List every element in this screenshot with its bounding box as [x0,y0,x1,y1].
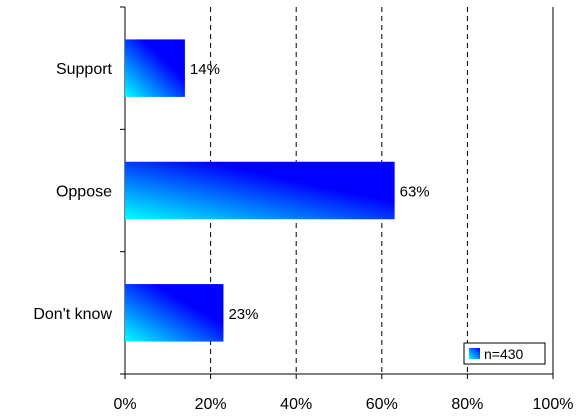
category-label: Support [56,61,113,78]
legend-swatch [469,348,480,359]
legend-label: n=430 [484,346,524,362]
category-label: Oppose [56,184,112,201]
x-tick-label: 40% [280,396,312,413]
x-tick-label: 80% [451,396,483,413]
x-tick-label: 100% [533,396,574,413]
bar [125,284,224,342]
x-tick-label: 60% [366,396,398,413]
legend-box [463,342,546,365]
x-tick-label: 0% [113,396,136,413]
bar [125,39,185,97]
data-label: 14% [190,61,220,78]
y-axis-ticks [120,6,554,379]
bars: Support 14% Oppose 63% Don't know 23% [33,39,430,342]
data-label: 63% [400,184,430,201]
data-label: 23% [228,306,258,323]
x-tick-label: 20% [195,396,227,413]
category-label: Don't know [33,306,112,323]
legend: n=430 [463,342,546,365]
bar [125,161,395,220]
x-axis-tick-labels: 0% 20% 40% 60% 80% 100% [113,396,573,413]
